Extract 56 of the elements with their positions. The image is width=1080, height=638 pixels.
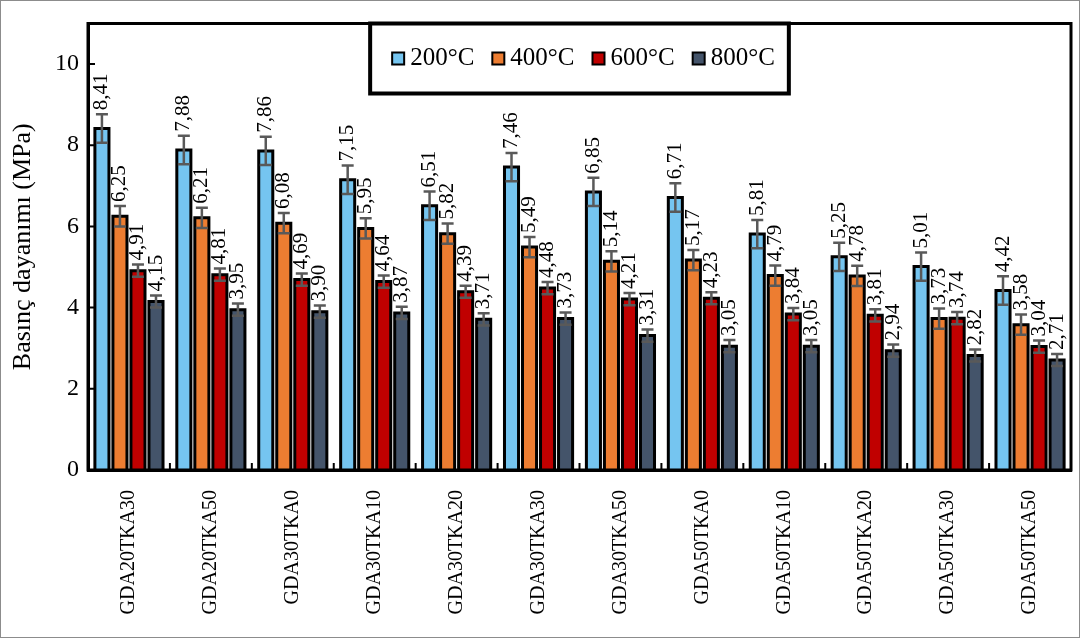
x-tick-label: GDA30TKA50: [607, 490, 630, 615]
y-tick-label: 8: [67, 130, 79, 157]
data-label: 4,81: [206, 227, 231, 265]
y-tick-label: 2: [67, 374, 79, 401]
y-tick-label: 6: [67, 211, 79, 238]
data-label: 2,82: [961, 308, 986, 346]
y-tick-label: 10: [55, 49, 79, 76]
data-label: 7,46: [498, 112, 523, 149]
data-label: 3,73: [552, 271, 577, 309]
data-label: 6,25: [106, 165, 131, 203]
x-tick-label: GDA50TKA20: [853, 490, 876, 615]
y-axis-title: Basınç dayanımı (MPa): [7, 123, 37, 371]
data-label: 7,88: [170, 95, 195, 132]
data-label: 4,79: [761, 224, 786, 262]
legend-label: 200°C: [410, 42, 475, 70]
data-label: 4,21: [615, 252, 640, 289]
y-tick-label: 4: [67, 292, 79, 319]
x-tick-label: GDA50TKA30: [935, 490, 958, 615]
data-label: 7,86: [252, 95, 277, 133]
data-label: 8,41: [88, 73, 113, 111]
legend-label: 800°C: [710, 42, 775, 70]
data-label: 5,17: [679, 209, 704, 246]
legend-label: 400°C: [510, 42, 575, 70]
data-label: 3,84: [779, 266, 804, 305]
data-label: 5,81: [743, 179, 768, 216]
data-label: 3,90: [306, 264, 331, 302]
data-label: 6,08: [270, 172, 295, 209]
x-tick-label: GDA50TKA50: [1017, 490, 1040, 615]
data-label: 5,49: [516, 196, 541, 233]
data-label: 5,01: [907, 211, 932, 249]
data-label: 5,95: [352, 177, 377, 215]
x-tick-label: GDA30TKA20: [443, 490, 466, 615]
data-label: 3,71: [470, 272, 495, 310]
data-label: 6,85: [579, 136, 604, 174]
data-label: 4,42: [989, 235, 1014, 273]
data-label: 6,21: [188, 166, 213, 204]
data-label: 7,15: [334, 124, 359, 162]
data-label: 3,05: [715, 299, 740, 337]
x-tick-label: GDA30TKA0: [280, 490, 303, 605]
data-label: 3,58: [1007, 273, 1032, 311]
legend-label: 600°C: [610, 42, 675, 70]
data-label: 3,87: [388, 266, 413, 303]
x-tick-label: GDA20TKA50: [198, 490, 221, 615]
y-tick-label: 0: [67, 455, 79, 482]
data-label: 5,14: [597, 209, 622, 248]
data-label: 3,31: [634, 288, 659, 326]
x-tick-label: GDA30TKA10: [361, 490, 384, 615]
data-label: 6,71: [661, 142, 686, 180]
data-label: 3,81: [861, 268, 886, 306]
x-tick-label: GDA30TKA30: [525, 490, 548, 615]
x-tick-label: GDA50TKA0: [689, 490, 712, 605]
x-tick-label: GDA50TKA10: [771, 490, 794, 615]
data-label: 5,82: [434, 182, 459, 220]
data-label: 3,95: [224, 262, 249, 300]
data-label: 4,23: [697, 251, 722, 289]
x-tick-label: GDA20TKA30: [116, 490, 139, 615]
